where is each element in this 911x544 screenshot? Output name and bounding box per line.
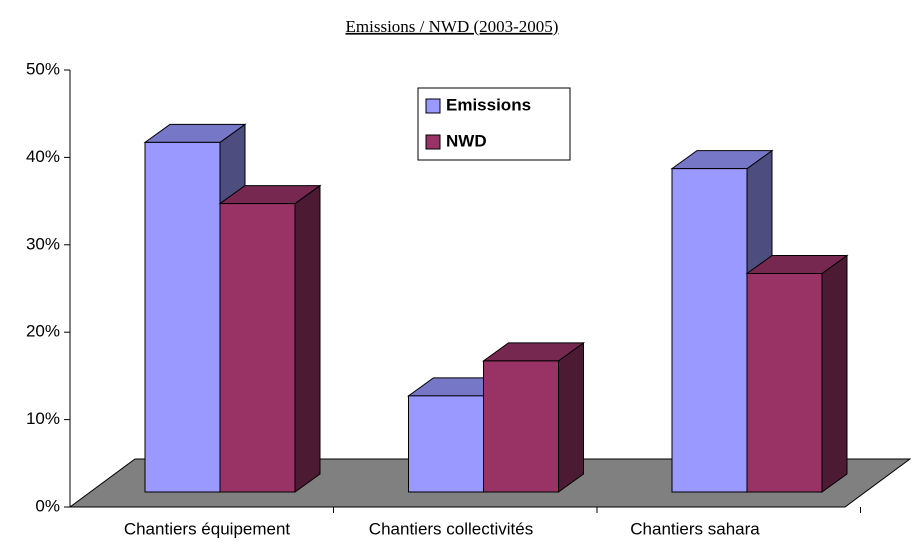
y-tick-label: 40% [26, 147, 60, 166]
x-tick-label: Chantiers collectivités [369, 519, 533, 538]
legend-swatch [425, 134, 441, 150]
y-tick-label: 30% [26, 234, 60, 253]
chart-title: Emissions / NWD (2003-2005) [346, 17, 559, 36]
bar-front [408, 395, 484, 493]
bar-front [483, 360, 559, 493]
bar [218, 184, 322, 493]
y-tick-label: 20% [26, 322, 60, 341]
legend-label: NWD [446, 131, 487, 150]
bar [481, 341, 586, 493]
x-tick-label: Chantiers sahara [630, 519, 760, 538]
bar-front [746, 273, 823, 493]
y-tick-label: 10% [26, 409, 60, 428]
legend-swatch [425, 98, 441, 114]
legend-box [417, 87, 571, 161]
bar-front [671, 168, 748, 493]
x-tick-label: Chantiers équipement [124, 519, 291, 538]
bar-front [219, 203, 296, 493]
bar-side [294, 184, 321, 493]
legend-label: Emissions [446, 95, 531, 114]
y-tick-label: 50% [26, 59, 60, 78]
y-tick-label: 0% [35, 496, 60, 515]
bar-side [558, 341, 584, 493]
bar [745, 254, 849, 493]
bar-front [144, 141, 221, 493]
bar-side [821, 254, 848, 493]
